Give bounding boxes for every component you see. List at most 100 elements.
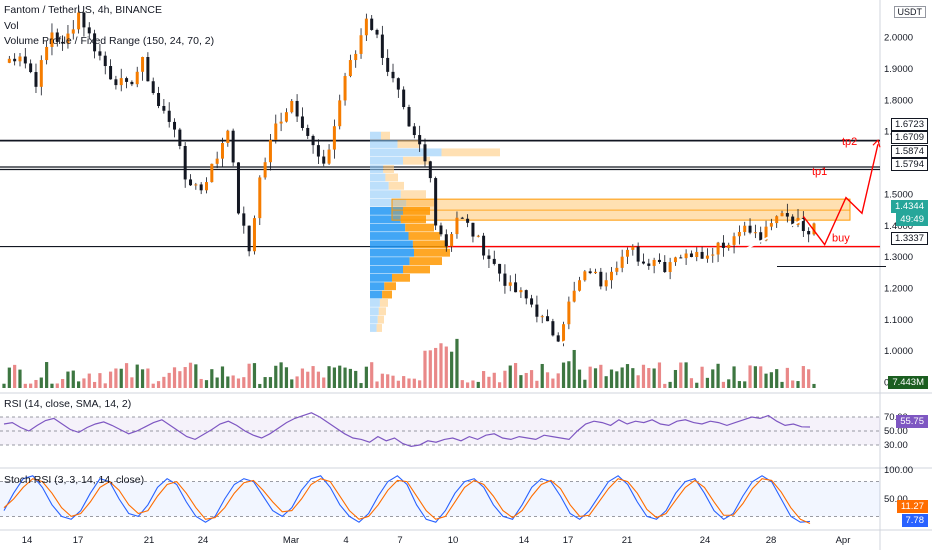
price-tick: 1.8000	[884, 95, 913, 106]
candle-up	[594, 271, 598, 274]
volume-bar	[482, 371, 486, 388]
candle-down	[647, 263, 651, 266]
price-label-tp2: 1.6723	[890, 118, 928, 131]
volume-bar	[561, 362, 566, 388]
volume-bar	[775, 369, 779, 388]
volume-bar	[247, 363, 251, 388]
volume-bar	[210, 369, 214, 388]
volume-bars	[2, 338, 816, 388]
candle-up	[252, 218, 256, 252]
volume-bar	[258, 383, 262, 388]
candle-up	[652, 259, 656, 266]
volume-bar	[679, 362, 683, 388]
candle-up	[764, 226, 768, 241]
volume-bar	[791, 380, 795, 388]
candle-down	[61, 41, 65, 44]
candle-up	[684, 253, 688, 259]
candle-up	[220, 143, 224, 159]
drawings[interactable]: tp2 tp1 buy	[557, 136, 881, 346]
candle-up	[205, 182, 208, 191]
rsi-tick: 50.00	[884, 426, 908, 437]
candle-up	[583, 271, 587, 281]
volume-bar	[29, 383, 33, 388]
candle-down	[535, 304, 539, 317]
candle-down	[125, 78, 129, 82]
trendline	[557, 218, 804, 346]
candle-down	[546, 316, 550, 322]
candle-up	[455, 217, 459, 235]
volume-bar	[215, 377, 219, 388]
candle-up	[354, 53, 358, 61]
candle-down	[242, 213, 246, 226]
candle-up	[343, 76, 347, 101]
profile-bar-up	[370, 131, 381, 140]
candle-up	[39, 60, 43, 87]
candle-down	[109, 66, 113, 80]
candle-down	[801, 217, 805, 232]
candle-up	[476, 235, 480, 237]
profile-bar-down	[441, 148, 500, 157]
volume-bar	[508, 365, 512, 388]
candle-down	[524, 290, 528, 299]
profile-bar-down	[409, 257, 442, 266]
time-axis[interactable]: 14 17 21 24 Mar 4 7 10 14 17 21 24 28 Apr	[22, 535, 851, 546]
profile-bar-up	[370, 265, 403, 274]
profile-bar-down	[385, 173, 398, 182]
candle-down	[103, 55, 107, 67]
volume-bar	[572, 349, 576, 388]
profile-bar-down	[376, 324, 382, 332]
volume-bar	[599, 364, 603, 388]
candle-down	[386, 57, 390, 72]
volume-bar	[657, 362, 662, 388]
candle-down	[551, 321, 555, 336]
candle-up	[279, 121, 283, 124]
candle-up	[45, 46, 49, 61]
candle-down	[247, 225, 251, 252]
volume-bar	[364, 366, 368, 388]
rsi-legend[interactable]: RSI (14, close, SMA, 14, 2)	[4, 398, 132, 410]
candle-down	[23, 56, 27, 64]
volume-bar	[354, 370, 358, 388]
volume-bar	[343, 367, 347, 388]
candle-up	[66, 33, 70, 44]
volume-bar	[178, 371, 182, 388]
volume-bar	[359, 383, 363, 388]
volume-bar	[252, 363, 257, 388]
symbol-legend[interactable]: Fantom / TetherUS, 4h, BINANCE	[4, 4, 162, 16]
volume-bar	[455, 338, 459, 388]
candle-down	[93, 33, 97, 52]
candle-down	[380, 34, 384, 58]
volume-legend[interactable]: Vol	[4, 20, 19, 32]
candle-down	[599, 271, 603, 287]
horizontal-levels[interactable]	[0, 139, 886, 268]
candle-down	[189, 179, 193, 186]
volume-bar	[737, 381, 741, 388]
profile-bar-up	[370, 282, 385, 291]
stoch-tick: 100.00	[884, 465, 913, 476]
volume-bar	[753, 366, 757, 388]
candle-down	[514, 282, 518, 293]
buy-label: buy	[832, 233, 850, 245]
profile-bar-down	[406, 198, 436, 207]
volume-bar	[226, 376, 230, 388]
volume-bar	[156, 381, 161, 388]
candle-up	[727, 244, 731, 248]
time-tick: Apr	[836, 535, 851, 546]
candle-up	[194, 184, 198, 186]
volume-bar	[727, 379, 731, 388]
profile-bar-down	[412, 240, 448, 249]
volume-profile-legend[interactable]: Volume Profile / Fixed Range (150, 24, 7…	[4, 35, 215, 47]
candle-down	[322, 156, 326, 164]
candle-down	[114, 79, 118, 86]
volume-bar	[386, 374, 390, 388]
volume-bar	[146, 368, 150, 388]
price-tick: 1.0000	[884, 346, 913, 357]
volume-bar	[684, 362, 688, 388]
stoch-rsi-legend[interactable]: Stoch RSI (3, 3, 14, 14, close)	[4, 474, 145, 486]
target-zone[interactable]	[391, 198, 851, 221]
time-tick: 7	[397, 535, 402, 546]
currency-button[interactable]: USDT	[893, 6, 926, 18]
volume-bar	[220, 366, 225, 388]
